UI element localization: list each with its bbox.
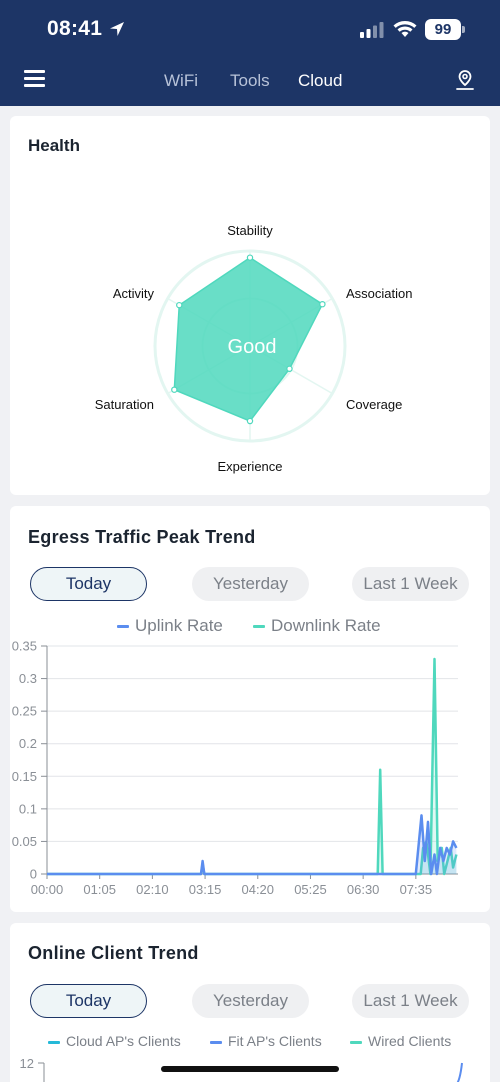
battery-indicator: 99 — [425, 19, 461, 40]
legend-uplink-label: Uplink Rate — [135, 616, 223, 635]
location-pin-icon[interactable] — [454, 68, 476, 92]
egress-y-tick-label: 0.2 — [19, 736, 37, 751]
status-time: 08:41 — [47, 17, 103, 40]
egress-title: Egress Traffic Peak Trend — [28, 527, 256, 547]
radar-axis-label-association: Association — [346, 286, 412, 301]
legend-wired-swatch — [350, 1040, 362, 1044]
clients-period-week[interactable]: Last 1 Week — [352, 984, 469, 1018]
tab-wifi[interactable]: WiFi — [164, 71, 198, 90]
radar-point — [286, 365, 293, 372]
egress-x-tick-label: 07:35 — [400, 882, 433, 897]
clients-fit-ap-line — [456, 1062, 463, 1082]
radar-axis-label-stability: Stability — [227, 223, 273, 238]
radar-axis-label-saturation: Saturation — [95, 397, 154, 412]
legend-wired-clients[interactable]: Wired Clients — [350, 1033, 451, 1049]
legend-fit-ap-clients[interactable]: Fit AP's Clients — [210, 1033, 322, 1049]
clients-line-chart: 12 — [20, 1056, 463, 1082]
egress-period-week[interactable]: Last 1 Week — [352, 567, 469, 601]
hamburger-menu-icon[interactable] — [24, 70, 46, 88]
radar-point — [246, 254, 254, 261]
egress-card: Egress Traffic Peak Trend Today Yesterda… — [10, 506, 490, 912]
egress-y-tick-label: 0.35 — [12, 639, 37, 654]
radar-axis-label-experience: Experience — [217, 459, 282, 474]
top-bar: 08:41 99 WiFi Tools Cloud — [0, 0, 500, 106]
clients-period-yesterday[interactable]: Yesterday — [192, 984, 309, 1018]
legend-downlink-label: Downlink Rate — [271, 616, 381, 635]
clients-y-tick-top: 12 — [20, 1056, 34, 1071]
egress-x-tick-label: 01:05 — [83, 882, 116, 897]
egress-y-tick-label: 0.25 — [12, 704, 37, 719]
health-title: Health — [28, 136, 80, 155]
legend-downlink-swatch — [253, 625, 265, 629]
egress-series-line-uplink-rate — [47, 814, 458, 876]
egress-y-tick-label: 0 — [30, 867, 37, 882]
legend-fit-ap-swatch — [210, 1040, 222, 1044]
egress-period-today[interactable]: Today — [30, 567, 147, 601]
radar-point — [319, 300, 326, 308]
home-indicator — [161, 1066, 339, 1072]
egress-x-tick-label: 00:00 — [31, 882, 64, 897]
legend-wired-label: Wired Clients — [368, 1033, 452, 1049]
radar-axis-label-coverage: Coverage — [346, 397, 402, 412]
clients-card: Online Client Trend Today Yesterday Last… — [10, 923, 490, 1082]
radar-point — [176, 301, 183, 309]
egress-x-tick-label: 06:30 — [347, 882, 380, 897]
egress-line-chart: 0 0.05 0.1 0.15 0.2 0.25 0.3 0.35 00:00 01:05 02:1… — [12, 639, 458, 897]
tab-tools[interactable]: Tools — [230, 71, 270, 90]
clients-period-today[interactable]: Today — [30, 984, 147, 1018]
egress-y-tick-label: 0.3 — [19, 671, 37, 686]
legend-downlink[interactable]: Downlink Rate — [253, 616, 381, 636]
health-status-label: Good — [228, 336, 277, 358]
legend-cloud-ap-swatch — [48, 1040, 60, 1044]
egress-x-tick-label: 04:20 — [241, 882, 274, 897]
egress-series-area-uplink-rate — [47, 815, 457, 874]
legend-cloud-ap-clients[interactable]: Cloud AP's Clients — [48, 1033, 181, 1049]
cellular-signal-icon — [360, 22, 384, 38]
radar-axis-label-activity: Activity — [113, 286, 155, 301]
legend-uplink[interactable]: Uplink Rate — [117, 616, 223, 636]
egress-y-tick-label: 0.1 — [19, 801, 37, 816]
health-radar-chart: Stability Association Coverage Experience Sa… — [95, 223, 413, 474]
egress-period-yesterday[interactable]: Yesterday — [192, 567, 309, 601]
clients-title: Online Client Trend — [28, 943, 199, 963]
egress-x-tick-label: 03:15 — [189, 882, 222, 897]
health-card: Health Stability Association Coverage Exper… — [10, 116, 490, 495]
legend-fit-ap-label: Fit AP's Clients — [228, 1033, 322, 1049]
tab-cloud[interactable]: Cloud — [298, 71, 343, 90]
egress-y-tick-label: 0.15 — [12, 769, 37, 784]
egress-y-tick-label: 0.05 — [12, 834, 37, 849]
egress-x-tick-label: 05:25 — [294, 882, 327, 897]
location-arrow-icon — [110, 22, 124, 36]
legend-uplink-swatch — [117, 625, 129, 629]
egress-x-tick-label: 02:10 — [136, 882, 169, 897]
wifi-icon — [393, 21, 417, 37]
legend-cloud-ap-label: Cloud AP's Clients — [66, 1033, 181, 1049]
radar-point — [246, 417, 254, 425]
battery-tip — [462, 26, 465, 33]
radar-point — [171, 386, 178, 393]
